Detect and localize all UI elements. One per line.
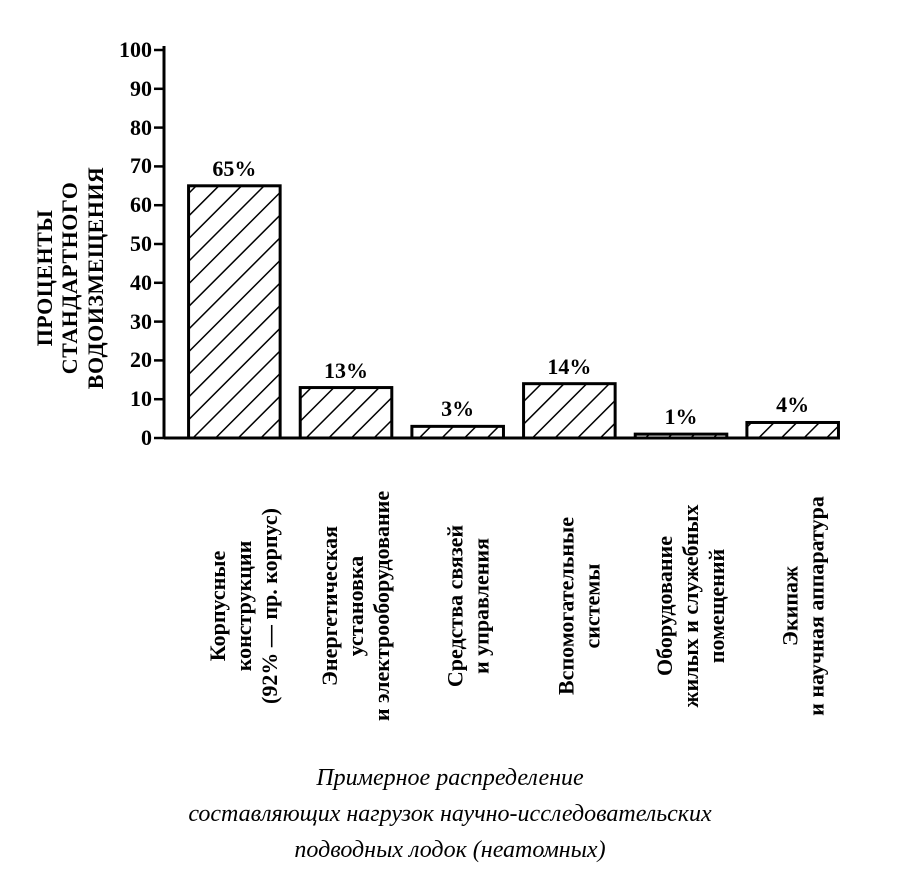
ytick-label: 100 <box>110 37 152 63</box>
chart-figure: ПРОЦЕНТЫСТАНДАРТНОГО ВОДОИЗМЕЩЕНИЯ 0 10 20… <box>40 30 860 770</box>
ytick-label: 20 <box>110 347 152 373</box>
bar-value-label: 65% <box>212 156 256 182</box>
page: ПРОЦЕНТЫСТАНДАРТНОГО ВОДОИЗМЕЩЕНИЯ 0 10 20… <box>0 0 900 878</box>
ytick-label: 70 <box>110 153 152 179</box>
yaxis-label: ПРОЦЕНТЫСТАНДАРТНОГО ВОДОИЗМЕЩЕНИЯ <box>32 98 108 458</box>
ytick-label: 0 <box>110 425 152 451</box>
ytick-label: 10 <box>110 386 152 412</box>
yaxis-label-wrap: ПРОЦЕНТЫСТАНДАРТНОГО ВОДОИЗМЕЩЕНИЯ <box>40 30 100 450</box>
xaxis-category-label: Средства связейи управления <box>470 186 522 466</box>
xaxis-category-label: Вспомогательныесистемы <box>581 186 633 466</box>
xaxis-category-label: Экипажи научная аппаратура <box>805 186 857 466</box>
xaxis-category-label: Энергетическаяустановкаи электрооборудов… <box>358 186 436 466</box>
ytick-label: 60 <box>110 192 152 218</box>
ytick-label: 90 <box>110 76 152 102</box>
xaxis-category-label: Оборудованиежилых и служебныхпомещений <box>693 186 771 466</box>
xaxis-labels: Корпусныеконструкции(92% — пр. корпус)Эн… <box>160 460 840 760</box>
ytick-label: 30 <box>110 309 152 335</box>
ytick-label: 40 <box>110 270 152 296</box>
xaxis-category-label: Корпусныеконструкции(92% — пр. корпус) <box>246 186 324 466</box>
ytick-label: 80 <box>110 115 152 141</box>
figure-caption: Примерное распределениесоставляющих нагр… <box>0 760 900 868</box>
ytick-label: 50 <box>110 231 152 257</box>
